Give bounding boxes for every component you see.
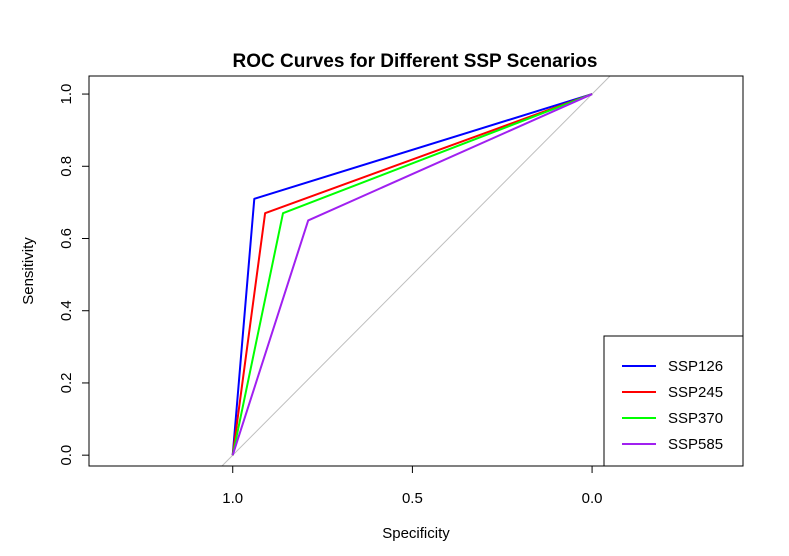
y-tick-label: 0.2 xyxy=(58,373,75,394)
y-tick-label: 1.0 xyxy=(58,84,75,105)
y-axis: 0.0 0.2 0.4 0.6 0.8 1.0 xyxy=(58,84,90,466)
legend-label-ssp370: SSP370 xyxy=(668,410,723,427)
series-line-ssp370 xyxy=(231,93,593,456)
x-tick-label: 1.0 xyxy=(222,490,243,507)
y-tick-label: 0.6 xyxy=(58,228,75,249)
series-line-ssp585 xyxy=(231,93,593,456)
x-axis-label: Specificity xyxy=(382,525,450,542)
x-axis: 1.0 0.5 0.0 xyxy=(222,465,603,507)
legend-label-ssp245: SSP245 xyxy=(668,384,723,401)
legend: SSP126 SSP245 SSP370 SSP585 xyxy=(603,335,744,467)
y-axis-label: Sensitivity xyxy=(20,237,37,305)
x-tick-label: 0.5 xyxy=(402,490,423,507)
reference-diagonal-line xyxy=(221,76,611,466)
chart-title: ROC Curves for Different SSP Scenarios xyxy=(233,51,598,72)
y-tick-label: 0.8 xyxy=(58,156,75,177)
legend-label-ssp585: SSP585 xyxy=(668,436,723,453)
y-tick-label: 0.4 xyxy=(58,300,75,321)
legend-label-ssp126: SSP126 xyxy=(668,358,723,375)
y-tick-label: 0.0 xyxy=(58,445,75,466)
x-tick-label: 0.0 xyxy=(582,490,603,507)
series-line-ssp126 xyxy=(231,93,593,456)
series-line-ssp245 xyxy=(231,93,593,456)
plot-area xyxy=(221,76,611,466)
